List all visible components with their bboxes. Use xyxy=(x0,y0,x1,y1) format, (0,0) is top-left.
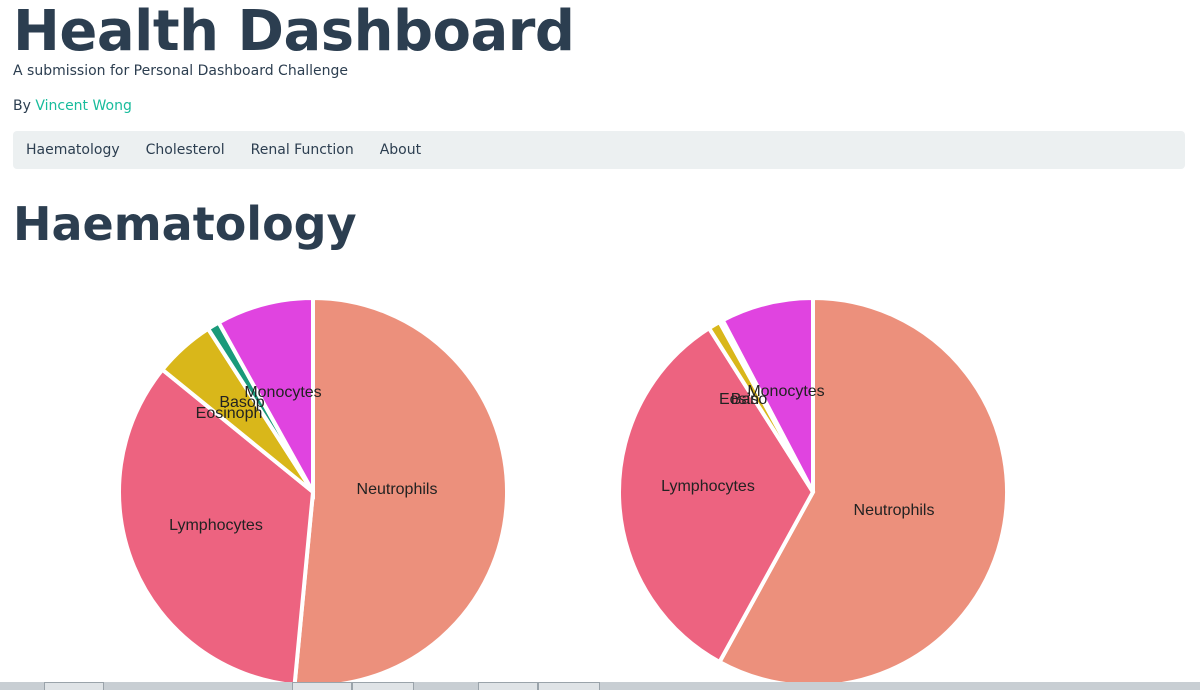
pie-slice-monocytes[interactable] xyxy=(215,295,315,500)
nav-item-about[interactable]: About xyxy=(379,142,422,158)
byline: By Vincent Wong xyxy=(13,98,132,114)
page-title: Health Dashboard xyxy=(13,0,575,64)
scrollbar-segment xyxy=(538,682,600,690)
pie-slice-lymphocytes[interactable] xyxy=(117,366,316,688)
section-title: Haematology xyxy=(13,197,357,251)
nav-item-haematology[interactable]: Haematology xyxy=(26,142,120,158)
nav-item-renal-function[interactable]: Renal Function xyxy=(250,142,354,158)
horizontal-scrollbar[interactable] xyxy=(0,682,1200,690)
scrollbar-segment xyxy=(352,682,414,690)
pie-slice-monocytes[interactable] xyxy=(720,295,815,493)
pie-chart-1-svg: Neutrophils Lymphocytes EosinophBasopMonoc… xyxy=(117,295,509,688)
pie-label-lymphocytes: Lymphocytes xyxy=(169,517,263,534)
pie-slice-neutrophils[interactable] xyxy=(292,295,509,688)
pie-label-eosinophils: Eosinoph xyxy=(196,405,263,422)
scrollbar-segment xyxy=(44,682,104,690)
author-link[interactable]: Vincent Wong xyxy=(35,98,132,114)
byline-prefix: By xyxy=(13,98,36,114)
pie-label-basophils: Basop xyxy=(219,394,264,411)
scrollbar-segment xyxy=(292,682,352,690)
pie-label-monocytes: Monocytes xyxy=(244,384,321,401)
navbar: Haematology Cholesterol Renal Function A… xyxy=(13,131,1185,169)
pie-label-lymphocytes: Lymphocytes xyxy=(661,478,755,495)
pie-slice-lymphocytes[interactable] xyxy=(617,325,816,665)
pie-label-monocytes: Monocytes xyxy=(747,383,824,400)
pie-chart-2: Neutrophils Lymphocytes Eosin Baso Monocytes xyxy=(603,292,1023,690)
scrollbar-segment xyxy=(478,682,538,690)
pie-label-neutrophils: Neutrophils xyxy=(357,481,438,498)
pie-chart-1: Neutrophils Lymphocytes Eosinoph Basop Monoc… xyxy=(103,292,523,690)
pie-label-neutrophils: Neutrophils xyxy=(854,502,935,519)
pie-label-eosinophils: Eosin xyxy=(719,391,759,408)
pie-label-basophils: Baso xyxy=(731,391,768,408)
nav-item-cholesterol[interactable]: Cholesterol xyxy=(145,142,225,158)
page-subtitle: A submission for Personal Dashboard Chal… xyxy=(13,63,349,79)
